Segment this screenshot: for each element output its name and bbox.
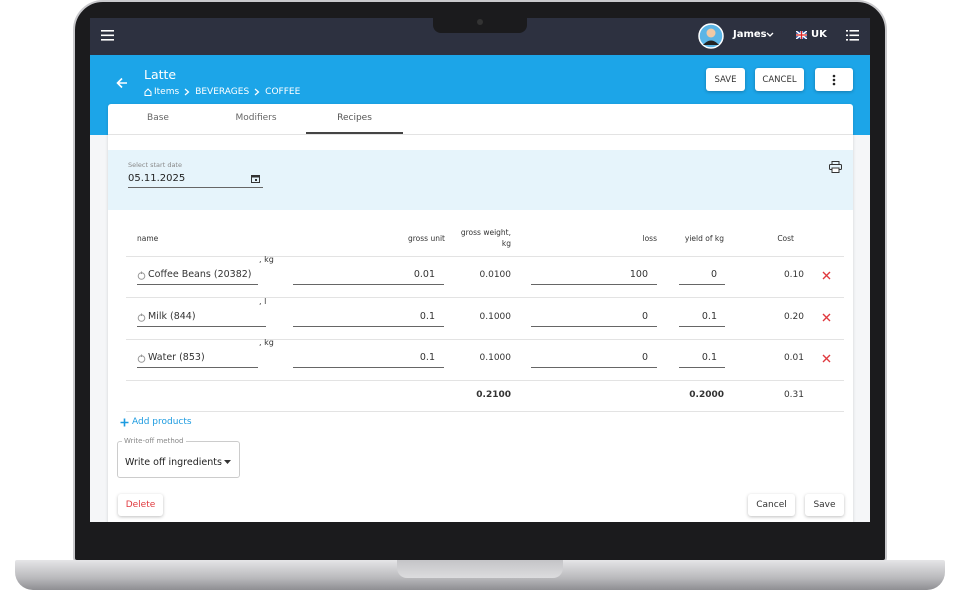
row-divider xyxy=(126,297,844,298)
gross-weight: 0.1000 xyxy=(479,353,512,363)
remove-button[interactable] xyxy=(822,354,831,363)
write-off-label: Write-off method xyxy=(122,437,186,445)
tabs-divider xyxy=(108,134,853,135)
print-icon[interactable] xyxy=(829,161,842,173)
tab-active[interactable]: Recipes xyxy=(337,113,372,123)
loss-input[interactable]: 100 xyxy=(629,269,648,280)
tab[interactable]: Base xyxy=(147,113,169,123)
name-underline xyxy=(137,367,258,368)
unit-label: , kg xyxy=(259,338,274,347)
base-notch xyxy=(397,560,563,578)
row-divider xyxy=(126,380,844,381)
tab-indicator xyxy=(306,132,403,134)
yield-underline xyxy=(679,284,725,285)
camera xyxy=(477,19,483,25)
gross-unit-underline xyxy=(293,284,444,285)
ingredient-name[interactable]: Milk (844) xyxy=(148,310,196,322)
yield-underline xyxy=(679,367,725,368)
gross-weight: 0.0100 xyxy=(479,270,512,280)
column-header: gross weight, kg xyxy=(460,228,511,248)
calendar-icon[interactable] xyxy=(251,174,260,183)
loss-underline xyxy=(531,284,657,285)
write-off-value: Write off ingredients xyxy=(125,457,222,468)
column-header: Cost xyxy=(777,234,794,243)
loss-input[interactable]: 0 xyxy=(641,352,648,363)
column-header: gross unit xyxy=(408,234,445,243)
cost: 0.01 xyxy=(783,353,804,363)
gross-unit-input[interactable]: 0.01 xyxy=(413,269,435,280)
total-cost: 0.31 xyxy=(783,390,804,400)
yield-underline xyxy=(679,325,725,327)
breadcrumb-sep xyxy=(254,88,260,96)
breadcrumb: Items BEVERAGES COFFEE xyxy=(154,87,300,97)
dots-icon xyxy=(832,74,836,85)
table-body: Coffee Beans (20382), kg 0.01 0.0100 100 0 0.… xyxy=(108,104,853,522)
chevron xyxy=(766,32,774,37)
item-icon xyxy=(137,313,146,322)
remove-button[interactable] xyxy=(822,271,831,280)
date-label: Select start date xyxy=(128,161,182,169)
column-header: yield of kg xyxy=(684,234,724,243)
yield-input[interactable]: 0.1 xyxy=(701,310,717,322)
gross-unit-underline xyxy=(293,367,444,368)
avatar[interactable] xyxy=(698,23,724,49)
page-title: Latte xyxy=(144,67,177,82)
card: Base Modifiers Recipes Select start date… xyxy=(108,104,853,522)
gross-weight: 0.1000 xyxy=(479,311,512,322)
add-products[interactable]: Add products xyxy=(132,417,192,427)
column-header: loss xyxy=(642,234,658,243)
breadcrumb-item[interactable]: Items xyxy=(154,87,180,97)
language[interactable]: UK xyxy=(811,29,827,40)
date-panel: Select start date 05.11.2025 xyxy=(108,150,853,210)
tab[interactable]: Modifiers xyxy=(235,113,277,123)
name-underline xyxy=(137,284,258,285)
date-value[interactable]: 05.11.2025 xyxy=(128,173,186,184)
gross-unit-input[interactable]: 0.1 xyxy=(419,352,435,363)
remove-button[interactable] xyxy=(822,313,831,322)
row-divider xyxy=(126,256,844,257)
yield-input[interactable]: 0 xyxy=(710,269,717,280)
more-button[interactable] xyxy=(815,68,853,91)
column-header: name xyxy=(137,234,159,243)
loss-input[interactable]: 0 xyxy=(641,310,648,322)
cancel-button[interactable]: CANCEL xyxy=(755,68,804,91)
back-arrow[interactable] xyxy=(116,77,128,89)
gross-unit-input[interactable]: 0.1 xyxy=(419,310,435,322)
dropdown-arrow xyxy=(224,460,231,464)
flag-icon xyxy=(796,31,807,39)
loss-underline xyxy=(531,367,657,368)
menu-icon[interactable] xyxy=(101,30,114,41)
item-icon xyxy=(137,354,146,363)
screen: James UK Latte Items BEVERAGES COFFEE SA… xyxy=(90,18,870,522)
user-name[interactable]: James xyxy=(733,29,767,40)
name-underline xyxy=(137,325,266,327)
total-gross-weight: 0.2100 xyxy=(476,390,511,400)
ingredient-name[interactable]: Coffee Beans (20382) xyxy=(148,269,252,280)
breadcrumb-item[interactable]: BEVERAGES xyxy=(195,87,250,97)
total-yield: 0.2000 xyxy=(689,390,724,400)
cancel-button[interactable]: Cancel xyxy=(748,494,795,516)
item-icon xyxy=(137,271,146,280)
delete-button[interactable]: Delete xyxy=(118,494,163,516)
yield-input[interactable]: 0.1 xyxy=(701,352,717,363)
row-divider xyxy=(126,411,844,412)
unit-label: , kg xyxy=(259,255,274,264)
plus-icon xyxy=(120,418,129,427)
home-icon xyxy=(144,88,152,96)
row-divider xyxy=(126,338,844,340)
ingredient-name[interactable]: Water (853) xyxy=(148,352,205,363)
breadcrumb-item[interactable]: COFFEE xyxy=(265,87,301,97)
save-button[interactable]: Save xyxy=(805,494,844,516)
unit-label: , l xyxy=(259,296,267,306)
date-underline xyxy=(128,187,263,188)
cost: 0.10 xyxy=(783,270,804,280)
gross-unit-underline xyxy=(293,325,444,327)
list-icon[interactable] xyxy=(846,30,859,41)
save-button[interactable]: SAVE xyxy=(706,68,745,91)
breadcrumb-sep xyxy=(184,88,190,96)
cost: 0.20 xyxy=(783,311,804,322)
loss-underline xyxy=(531,325,657,327)
